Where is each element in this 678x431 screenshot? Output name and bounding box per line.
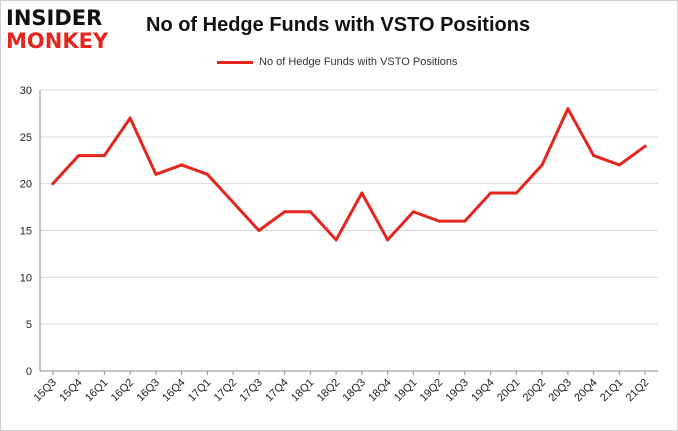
y-tick-label: 10 — [20, 272, 32, 284]
data-point — [51, 182, 55, 186]
data-point — [205, 172, 209, 176]
x-tick-label: 19Q1 — [392, 377, 420, 405]
logo-text-monkey: MONKEY — [6, 29, 109, 53]
data-point — [231, 200, 235, 204]
data-point — [411, 210, 415, 214]
data-point — [463, 219, 467, 223]
x-tick-label: 16Q4 — [160, 377, 188, 405]
data-point — [308, 210, 312, 214]
x-tick-label: 18Q1 — [289, 377, 317, 405]
chart-title: No of Hedge Funds with VSTO Positions — [146, 14, 531, 36]
data-point — [386, 238, 390, 242]
x-tick-label: 15Q4 — [57, 377, 85, 405]
x-tick-label: 17Q3 — [237, 377, 265, 405]
data-point — [257, 229, 261, 232]
data-point — [489, 191, 493, 195]
y-tick-label: 0 — [26, 366, 32, 378]
data-point — [283, 210, 287, 214]
x-tick-label: 18Q4 — [366, 377, 394, 405]
x-tick-label: 21Q2 — [624, 377, 652, 405]
x-tick-label: 21Q1 — [598, 377, 626, 405]
x-tick-label: 17Q1 — [186, 377, 214, 405]
data-point — [180, 163, 184, 167]
data-point — [540, 163, 544, 167]
x-tick-label: 19Q3 — [443, 377, 471, 405]
x-tick-label: 20Q4 — [572, 377, 600, 405]
x-tick-label: 20Q1 — [495, 377, 523, 405]
x-tick-label: 20Q2 — [521, 377, 549, 405]
data-point — [102, 154, 106, 158]
logo-text-insider: INSIDER — [6, 6, 103, 30]
x-tick-label: 16Q1 — [83, 377, 111, 405]
legend-label: No of Hedge Funds with VSTO Positions — [259, 56, 458, 68]
data-point — [437, 219, 441, 223]
x-tick-label: 16Q2 — [109, 377, 137, 405]
data-point — [154, 172, 158, 176]
x-tick-label: 16Q3 — [134, 377, 162, 405]
data-point — [617, 163, 621, 167]
series-line — [51, 107, 647, 242]
x-tick-label: 19Q2 — [418, 377, 446, 405]
x-tick-label: 17Q2 — [212, 377, 240, 405]
data-point — [128, 116, 132, 120]
data-point — [334, 238, 338, 242]
x-tick-label: 18Q3 — [340, 377, 368, 405]
data-point — [360, 191, 364, 195]
y-tick-label: 25 — [20, 132, 32, 144]
y-tick-label: 15 — [20, 226, 32, 238]
data-point — [566, 107, 570, 111]
data-point — [592, 154, 596, 158]
x-tick-label: 17Q4 — [263, 377, 291, 405]
y-tick-label: 20 — [20, 179, 32, 191]
x-tick-label: 18Q2 — [315, 377, 343, 405]
chart-legend: No of Hedge Funds with VSTO Positions — [217, 53, 458, 71]
data-point — [643, 144, 647, 148]
x-tick-label: 19Q4 — [469, 377, 497, 405]
x-tick-label: 20Q3 — [546, 377, 574, 405]
data-point — [77, 154, 81, 158]
insider-monkey-logo: INSIDER MONKEY — [6, 6, 128, 56]
x-tick-label: 15Q3 — [31, 377, 59, 405]
y-tick-label: 30 — [20, 85, 32, 97]
y-tick-label: 5 — [26, 319, 32, 331]
legend-swatch — [217, 60, 253, 64]
data-point — [514, 191, 518, 195]
